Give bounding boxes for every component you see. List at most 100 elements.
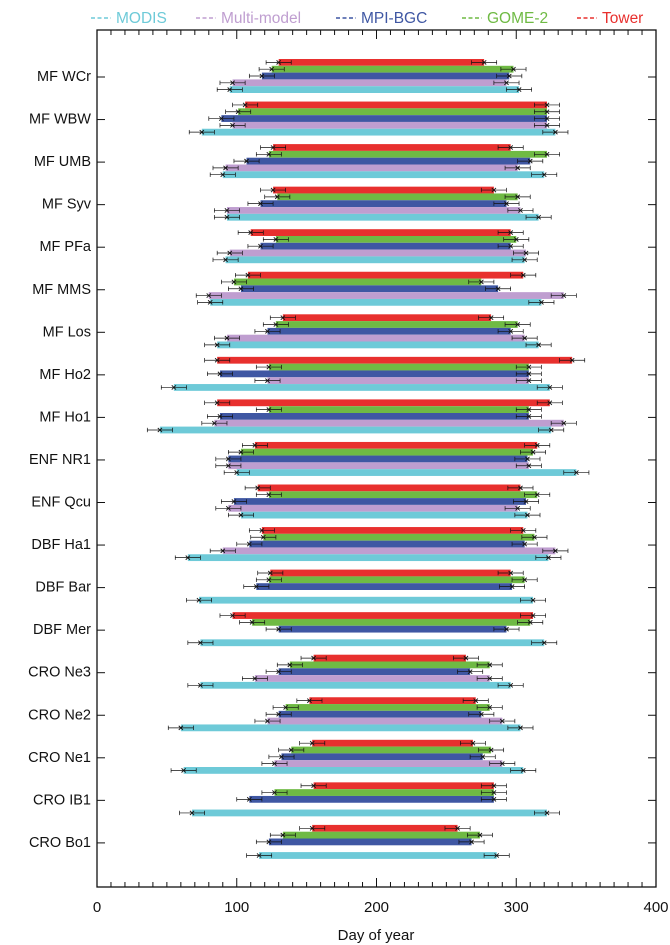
error-marker (242, 102, 248, 108)
error-marker (520, 767, 526, 773)
site-label: MF MMS (32, 282, 91, 298)
bar-modis (199, 596, 534, 604)
bar-gome2 (268, 406, 529, 413)
error-marker (530, 613, 536, 618)
error-marker (255, 485, 261, 491)
error-marker (536, 214, 542, 220)
bar-gome2 (268, 363, 529, 371)
bar-modis (225, 256, 525, 264)
error-marker (259, 73, 265, 79)
error-marker (276, 59, 282, 65)
bar-gome2 (238, 108, 547, 116)
error-marker (269, 66, 275, 72)
bar-gome2 (274, 789, 494, 796)
error-marker (506, 73, 512, 79)
site-label: CRO Ne2 (28, 707, 91, 723)
error-marker (252, 442, 258, 448)
error-marker (515, 322, 521, 327)
error-marker (508, 570, 514, 576)
error-marker (238, 286, 244, 292)
x-tick-label: 100 (224, 899, 249, 916)
bar-mpibgc (260, 242, 511, 250)
error-marker (531, 534, 537, 540)
bar-multimodel (228, 504, 518, 512)
error-marker (249, 619, 255, 625)
bar-tower (273, 144, 511, 151)
site-label: DBF Mer (33, 622, 91, 638)
error-marker (272, 761, 277, 767)
bar-tower (278, 59, 485, 66)
error-marker (525, 512, 530, 518)
error-marker (220, 548, 226, 554)
bar-mpibgc (221, 115, 547, 122)
bar-tower (261, 527, 524, 534)
error-marker (214, 400, 220, 406)
site-label: CRO Bo1 (29, 835, 91, 851)
error-marker (178, 725, 184, 731)
error-marker (218, 116, 224, 121)
error-marker (311, 783, 317, 789)
error-marker (534, 442, 540, 448)
error-marker (544, 810, 550, 816)
error-marker (253, 584, 259, 590)
error-marker (569, 357, 575, 363)
error-marker (547, 385, 553, 390)
site-label: MF PFa (39, 239, 91, 255)
bar-gome2 (268, 150, 547, 158)
error-marker (487, 676, 493, 681)
error-marker (211, 420, 217, 426)
legend-label-tower: Tower (602, 10, 643, 27)
error-marker (520, 272, 526, 278)
bar-modis (180, 724, 521, 732)
error-marker (252, 676, 258, 681)
error-marker (478, 711, 484, 717)
error-marker (266, 151, 272, 157)
bar-modis (210, 298, 542, 306)
bar-modis (200, 639, 545, 647)
error-marker (526, 407, 532, 413)
error-marker (266, 407, 272, 413)
error-marker (522, 577, 528, 583)
error-marker (266, 492, 272, 498)
bar-tower (247, 271, 524, 279)
error-marker (227, 250, 233, 256)
error-marker (259, 528, 265, 533)
bar-multimodel (254, 675, 490, 682)
error-marker (515, 505, 521, 511)
legend: MODIS Multi-model MPI-BGC GOME-2 Tower (91, 10, 643, 27)
error-marker (231, 279, 237, 285)
error-marker (495, 286, 501, 292)
error-marker (230, 613, 235, 618)
error-marker (522, 335, 528, 341)
bar-modis (217, 341, 539, 349)
error-marker (197, 640, 203, 646)
error-marker (309, 825, 315, 831)
bar-gome2 (263, 533, 535, 541)
error-marker (518, 208, 523, 213)
error-marker (217, 371, 223, 377)
error-marker (573, 470, 579, 475)
bar-mpibgc (278, 710, 482, 718)
error-marker (274, 194, 280, 200)
error-marker (470, 740, 476, 746)
error-marker (248, 230, 254, 236)
error-marker (245, 272, 251, 278)
legend-label-mpi-bgc: MPI-BGC (361, 10, 427, 27)
error-marker (491, 187, 497, 193)
error-marker (561, 293, 567, 298)
error-marker (224, 208, 230, 213)
x-tick-label: 200 (364, 899, 389, 916)
error-marker (171, 385, 177, 390)
error-marker (270, 145, 276, 150)
error-marker (283, 705, 289, 710)
bar-tower (270, 569, 511, 577)
error-marker (491, 790, 497, 795)
error-marker (488, 747, 494, 753)
error-marker (287, 662, 293, 668)
site-label: CRO IB1 (33, 792, 91, 808)
bar-mpibgc (246, 157, 531, 165)
bar-multimodel (267, 717, 503, 725)
error-marker (223, 257, 228, 263)
error-marker (463, 655, 469, 661)
bar-mpibgc (260, 200, 507, 208)
